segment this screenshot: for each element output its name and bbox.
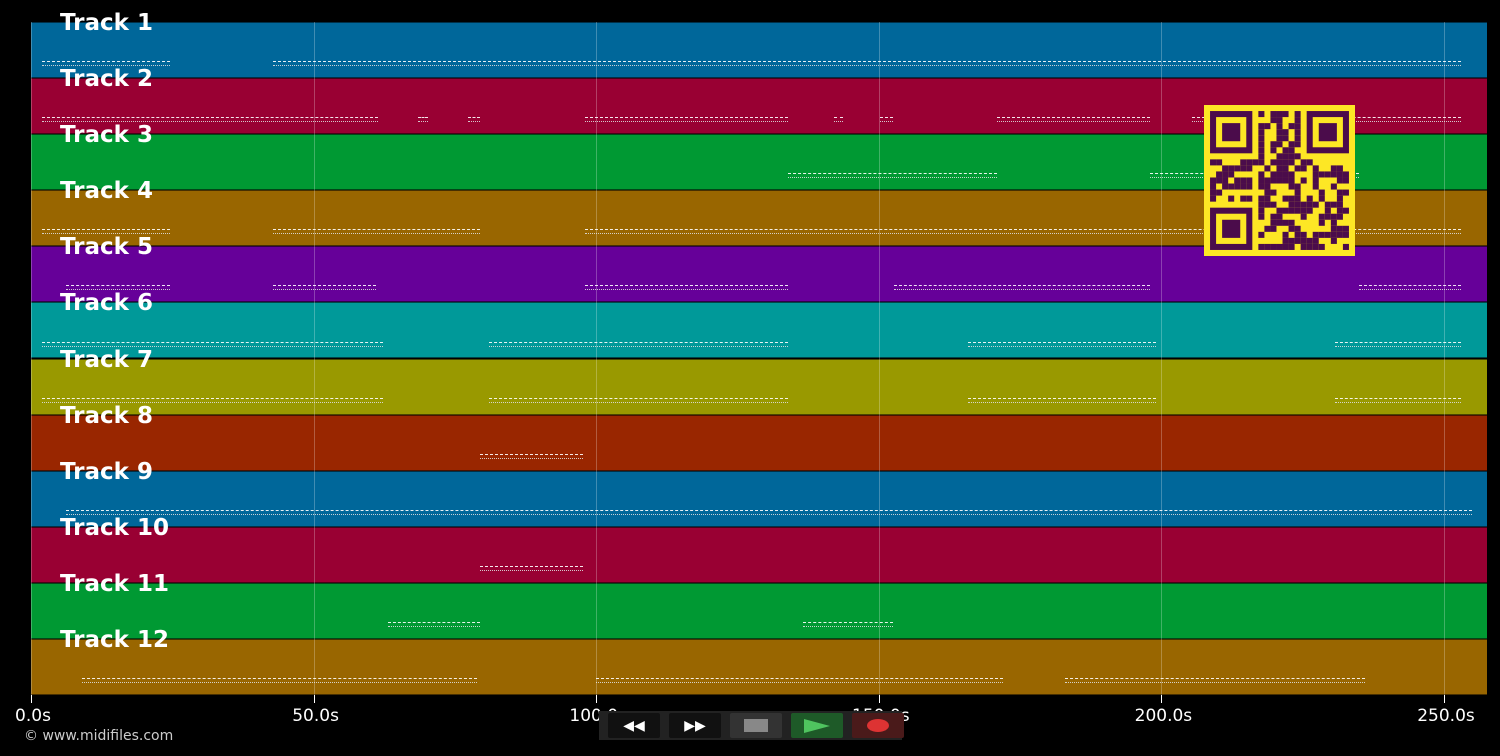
record-button[interactable] xyxy=(852,713,904,738)
note-segment xyxy=(967,397,1156,403)
grid-line xyxy=(1444,22,1445,695)
rewind-icon: ◀◀ xyxy=(623,717,645,734)
note-segment xyxy=(42,61,171,67)
axis-tick xyxy=(878,695,880,703)
track-label: Track 10 xyxy=(60,514,169,541)
axis-tick-label: 200.0s xyxy=(1134,706,1193,726)
note-segment xyxy=(488,397,789,403)
note-segment xyxy=(584,229,1461,235)
axis-tick xyxy=(313,695,315,703)
grid-line xyxy=(31,22,32,695)
track-lane xyxy=(31,526,1487,583)
track-label: Track 1 xyxy=(60,10,153,36)
track-lane xyxy=(31,470,1487,527)
note-segment xyxy=(1065,678,1365,684)
stop-button[interactable] xyxy=(730,713,782,738)
track-lane xyxy=(31,358,1487,415)
grid-line xyxy=(1161,22,1163,695)
transport-controls: ◀◀ ▶▶ xyxy=(599,711,904,740)
fast-forward-icon: ▶▶ xyxy=(684,717,706,734)
note-segment xyxy=(480,565,584,571)
axis-tick xyxy=(31,695,32,703)
note-segment xyxy=(388,621,481,627)
track-label: Track 2 xyxy=(60,66,153,93)
note-segment xyxy=(81,678,478,684)
note-segment xyxy=(584,117,789,123)
note-segment xyxy=(467,117,481,123)
note-segment xyxy=(42,229,171,235)
play-icon xyxy=(804,718,830,733)
grid-line xyxy=(596,22,598,695)
qr-code xyxy=(1204,105,1355,256)
play-button[interactable] xyxy=(791,713,843,738)
note-segment xyxy=(1335,341,1461,347)
axis-tick xyxy=(596,695,598,703)
axis-tick-label: 0.0s xyxy=(15,706,51,726)
rewind-button[interactable]: ◀◀ xyxy=(608,713,660,738)
track-label: Track 9 xyxy=(60,458,153,485)
note-segment xyxy=(418,117,429,123)
note-segment xyxy=(880,117,894,123)
note-segment xyxy=(272,229,481,235)
note-segment xyxy=(803,621,894,627)
track-lane xyxy=(31,22,1487,79)
note-segment xyxy=(272,61,1461,67)
note-segment xyxy=(596,678,1004,684)
note-segment xyxy=(66,509,1473,515)
stop-icon xyxy=(744,719,768,732)
axis-tick-label: 250.0s xyxy=(1417,706,1475,726)
track-label: Track 4 xyxy=(60,178,153,205)
axis-tick xyxy=(1444,695,1445,703)
track-label: Track 12 xyxy=(60,626,169,653)
axis-tick-label: 50.0s xyxy=(292,706,339,726)
grid-line xyxy=(878,22,880,695)
grid-line xyxy=(313,22,315,695)
axis-tick xyxy=(1161,695,1163,703)
track-lane xyxy=(31,302,1487,359)
record-icon xyxy=(867,719,889,732)
note-segment xyxy=(833,117,843,123)
note-segment xyxy=(788,173,998,179)
note-segment xyxy=(1335,397,1461,403)
track-label: Track 6 xyxy=(60,290,153,317)
track-lane xyxy=(31,414,1487,471)
note-segment xyxy=(584,285,789,291)
note-segment xyxy=(42,341,384,347)
fast-forward-button[interactable]: ▶▶ xyxy=(669,713,721,738)
note-segment xyxy=(488,341,789,347)
track-label: Track 3 xyxy=(60,122,153,149)
track-label: Track 5 xyxy=(60,234,153,261)
note-segment xyxy=(272,285,376,291)
track-lane xyxy=(31,582,1487,639)
note-segment xyxy=(480,453,584,459)
track-label: Track 11 xyxy=(60,570,169,597)
track-label: Track 7 xyxy=(60,346,153,373)
note-segment xyxy=(894,285,1151,291)
track-label: Track 8 xyxy=(60,402,153,429)
note-segment xyxy=(66,285,171,291)
note-segment xyxy=(42,117,379,123)
track-lane xyxy=(31,638,1487,695)
note-segment xyxy=(997,117,1151,123)
copyright-text: © www.midifiles.com xyxy=(24,728,174,744)
note-segment xyxy=(42,397,384,403)
note-segment xyxy=(1359,285,1461,291)
note-segment xyxy=(967,341,1156,347)
